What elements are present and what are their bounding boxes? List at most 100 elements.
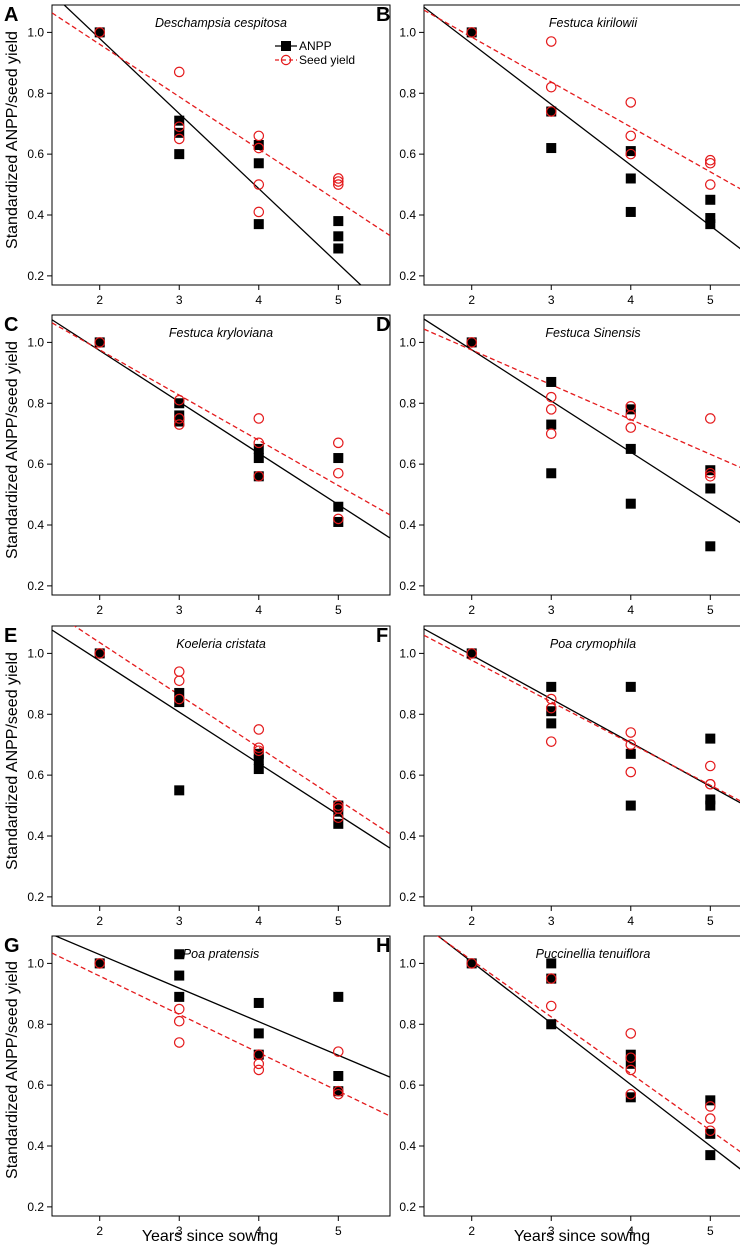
panel-h-x-tick-label: 3	[548, 1224, 555, 1238]
panel-a-y-tick-label: 0.4	[27, 208, 44, 222]
panel-f-y-tick-label: 0.6	[399, 768, 416, 782]
panel-h-anpp-point	[625, 1049, 636, 1060]
panel-e-x-tick-label: 2	[96, 914, 103, 928]
panel-d-anpp-point	[705, 465, 716, 476]
panel-g-seed-point	[333, 1046, 344, 1057]
panel-a-anpp-point	[253, 158, 264, 169]
panel-h-fits	[436, 936, 740, 1170]
panel-a-y-tick-label: 0.6	[27, 147, 44, 161]
panel-b-seed-point	[466, 27, 478, 38]
panel-a-frame	[51, 4, 391, 286]
panel-d-seed-point	[545, 404, 557, 415]
x-axis-label-left: Years since sowing	[142, 1228, 278, 1245]
panel-c-y-tick-label: 0.2	[27, 579, 44, 593]
panel-c-letter: C	[4, 314, 18, 336]
panel-e-anpp-point	[174, 697, 185, 708]
panel-e-y-tick-label: 0.2	[27, 890, 44, 904]
panel-c-seed-point	[173, 419, 185, 430]
panel-f-seed-point	[625, 766, 637, 778]
panel-e-seed-trend-line	[73, 626, 390, 835]
panel-b-x-tick-label: 5	[707, 293, 714, 307]
panel-a-seed-point	[253, 206, 265, 218]
panel-e-x-tick-label: 5	[335, 914, 342, 928]
panel-g-anpp-point	[253, 1028, 264, 1039]
panel-h-y-tick-label: 0.2	[399, 1200, 416, 1214]
panel-c-x-tick-label: 5	[335, 603, 342, 617]
panel-h-y-tick-label: 0.8	[399, 1017, 416, 1031]
panel-e-title: Koeleria cristata	[176, 637, 266, 651]
panel-h-seed-point	[705, 1125, 716, 1137]
panel-h-anpp-point	[705, 1150, 716, 1161]
panel-d-y-tick-label: 0.6	[399, 457, 416, 471]
panel-h-anpp-point	[546, 1019, 557, 1030]
panel-a-anpp-point	[253, 219, 264, 230]
panel-d-seed-point	[705, 471, 716, 482]
x-axis-label-right: Years since sowing	[514, 1228, 650, 1245]
panel-a-seed-trend-line	[52, 12, 390, 237]
panel-d-x-tick-label: 4	[627, 603, 634, 617]
panel-f-anpp-point	[625, 800, 636, 811]
panel-b-anpp-point	[625, 173, 636, 184]
panel-h-y-tick-label: 0.4	[399, 1139, 416, 1153]
panel-b-y-tick-label: 0.6	[399, 147, 416, 161]
panel-f-anpp-point	[546, 718, 557, 729]
panel-c-y-tick-label: 0.6	[27, 457, 44, 471]
panel-g-seed-point	[173, 1003, 185, 1015]
panel-g-x-tick-label: 2	[96, 1224, 103, 1238]
legend-anpp-marker	[281, 41, 291, 51]
panel-d-letter: D	[376, 314, 390, 336]
panel-e-anpp-point	[333, 818, 344, 829]
panel-c-y-tick-label: 0.4	[27, 518, 44, 532]
panel-e-anpp-point	[253, 748, 264, 759]
panel-e-anpp-point	[253, 754, 264, 765]
panel-a: 0.2 0.4 0.6 0.8 1.0 2 3 4 5 A Deschampsia cespitos…	[4, 4, 391, 307]
panel-h-anpp-point	[466, 958, 477, 969]
panel-g-title: Poa pratensis	[183, 947, 259, 961]
panel-g-y-tick-label: 0.4	[27, 1139, 44, 1153]
panel-g-anpp-point	[174, 949, 185, 960]
panel-b-letter: B	[376, 4, 390, 26]
panel-b-seed-point	[625, 148, 637, 160]
panel-d-x-tick-label: 2	[468, 603, 475, 617]
panel-f-anpp-point	[705, 733, 716, 744]
panel-d-anpp-trend-line	[424, 318, 740, 524]
panel-a-anpp-point	[333, 231, 344, 242]
panel-e-seed-point	[173, 675, 185, 687]
panel-h-seed-point	[545, 1000, 557, 1012]
panel-f-seed-point	[705, 778, 716, 790]
panel-a-fits	[52, 5, 390, 285]
panel-h-seed-point	[625, 1052, 637, 1064]
panel-f-seed-point	[545, 736, 557, 747]
panel-b-seed-point	[625, 130, 637, 142]
panel-b-seed-point	[545, 36, 557, 47]
panel-e-seed-point	[333, 800, 344, 811]
panel-g-y-tick-label: 0.2	[27, 1200, 44, 1214]
panel-g-x-tick-label: 4	[255, 1224, 262, 1238]
panel-h-anpp-point	[546, 958, 557, 969]
panel-c-x-tick-label: 4	[255, 603, 262, 617]
panel-g-anpp-point	[94, 958, 105, 969]
panel-a-seed-point	[253, 179, 265, 190]
panel-f-seed-point	[705, 760, 716, 772]
panel-a-x-tick-label: 5	[335, 293, 342, 307]
panel-f: 0.2 0.4 0.6 0.8 1.0 2 3 4 5 F Poa crymophila	[376, 625, 740, 928]
legend-seed-marker	[280, 54, 292, 66]
panel-c-fits	[52, 319, 390, 539]
panel-a-seed-point	[173, 133, 185, 145]
panel-b-y-tick-label: 1.0	[399, 25, 416, 39]
panel-a-seed-point	[333, 179, 344, 190]
panel-h-anpp-point	[546, 973, 557, 984]
panel-c-anpp-point	[333, 453, 344, 464]
panel-f-seed-point	[625, 727, 637, 738]
panel-c-seed-point	[253, 437, 265, 449]
panel-d-anpp-point	[466, 337, 477, 348]
panel-g: 0.2 0.4 0.6 0.8 1.0 2 3 4 5 G Poa pratensis	[4, 935, 391, 1238]
panel-b-anpp-point	[625, 146, 636, 157]
panel-a-seed-point	[333, 176, 344, 187]
panel-g-anpp-point	[253, 1049, 264, 1060]
panel-b-seed-point	[545, 106, 557, 117]
panel-b-seed-point	[705, 157, 716, 169]
panel-b-seed-point	[705, 179, 716, 190]
panel-h-y-tick-label: 1.0	[399, 956, 416, 970]
panel-g-seed-point	[173, 1037, 185, 1048]
